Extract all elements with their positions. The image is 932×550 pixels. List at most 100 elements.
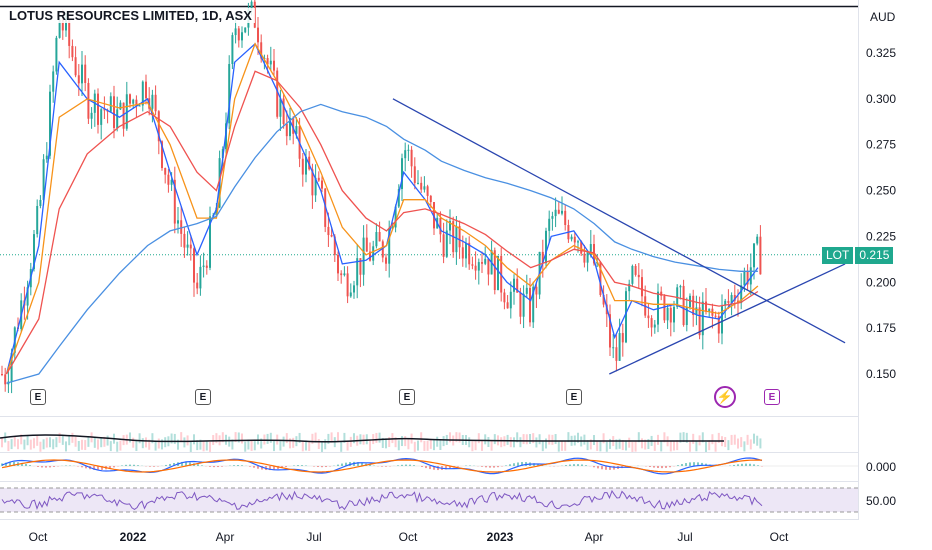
earnings-event-icon[interactable]: E <box>764 389 780 405</box>
macd-histogram-bar <box>257 466 259 469</box>
moving-average-line <box>5 42 759 375</box>
candle-body <box>442 234 445 257</box>
candle-body <box>154 94 157 112</box>
earnings-event-icon[interactable]: E <box>195 389 211 405</box>
candle-body <box>650 318 653 328</box>
volume-bar <box>493 434 496 445</box>
lightning-icon[interactable]: ⚡ <box>714 386 736 408</box>
macd-histogram-bar <box>401 464 403 466</box>
candle-body <box>170 179 173 185</box>
volume-bar <box>145 437 147 448</box>
macd-histogram-bar <box>209 466 211 467</box>
volume-bar <box>545 438 547 449</box>
macd-histogram-bar <box>273 466 275 470</box>
macd-histogram-bar <box>361 462 363 466</box>
volume-bar <box>724 437 727 448</box>
volume-bar <box>97 439 99 450</box>
volume-bar <box>717 432 720 443</box>
candle-body <box>68 17 71 46</box>
volume-bar <box>471 441 474 452</box>
macd-histogram-bar <box>733 464 735 466</box>
candle-body <box>378 232 381 242</box>
volume-bar <box>33 438 35 449</box>
volume-bar <box>733 434 736 445</box>
macd-histogram-bar <box>689 462 691 466</box>
volume-bar <box>61 434 64 445</box>
candle-body <box>36 205 39 235</box>
price-tick-label: 0.275 <box>866 138 896 152</box>
time-tick-label: Apr <box>216 530 235 544</box>
volume-bar <box>308 440 311 451</box>
candle-body <box>465 242 467 259</box>
candle-body <box>346 273 349 297</box>
volume-bar <box>506 434 509 445</box>
candle-body <box>349 292 352 297</box>
macd-histogram-bar <box>569 464 571 466</box>
earnings-event-icon[interactable]: E <box>566 389 582 405</box>
macd-histogram-bar <box>341 463 343 466</box>
price-tick-label: 0.150 <box>866 367 896 381</box>
volume-bar <box>100 437 103 448</box>
volume-bar <box>397 440 400 451</box>
candle-body <box>4 374 7 385</box>
macd-histogram-bar <box>313 466 315 467</box>
candle-body <box>557 209 560 214</box>
candle-body <box>673 306 675 323</box>
moving-average-line <box>6 103 758 384</box>
volume-bar <box>676 440 679 451</box>
volume-bar <box>228 436 231 447</box>
volume-bar <box>589 439 592 450</box>
candle-body <box>65 17 67 31</box>
macd-histogram-bar <box>737 464 739 466</box>
macd-histogram-bar <box>421 466 423 467</box>
volume-bar <box>148 439 151 450</box>
macd-histogram-bar <box>85 466 87 469</box>
macd-histogram-bar <box>657 466 659 469</box>
volume-bar <box>317 439 320 450</box>
volume-bar <box>109 441 112 452</box>
macd-histogram-bar <box>21 462 23 466</box>
candle-body <box>231 35 234 65</box>
candle-body <box>26 287 29 306</box>
macd-histogram-bar <box>661 466 663 469</box>
earnings-event-icon[interactable]: E <box>399 389 415 405</box>
volume-bar <box>17 439 19 450</box>
macd-histogram-bar <box>169 463 171 466</box>
volume-bar <box>55 437 58 448</box>
candle-body <box>407 149 410 151</box>
volume-bar <box>212 435 215 446</box>
macd-histogram-bar <box>693 462 695 466</box>
candle-body <box>551 216 554 219</box>
volume-bar <box>663 432 666 443</box>
candle-body <box>525 287 528 294</box>
candle-body <box>573 236 576 243</box>
macd-histogram-bar <box>249 466 251 467</box>
currency-label[interactable]: AUD <box>870 10 896 24</box>
earnings-event-icon[interactable]: E <box>30 389 46 405</box>
volume-bar <box>564 440 567 451</box>
candle-body <box>100 109 103 125</box>
macd-histogram-bar <box>669 466 671 468</box>
volume-bar <box>525 434 528 445</box>
candle-body <box>439 217 442 235</box>
volume-bar <box>154 440 157 451</box>
candle-body <box>327 226 330 236</box>
candle-body <box>625 291 627 343</box>
volume-bar <box>685 432 688 443</box>
volume-bar <box>13 436 16 447</box>
candle-body <box>497 255 499 291</box>
candle-body <box>199 266 202 289</box>
macd-histogram-bar <box>749 463 751 466</box>
macd-histogram-bar <box>581 464 583 466</box>
macd-histogram-bar <box>681 464 683 466</box>
volume-bar <box>509 437 512 448</box>
candle-body <box>58 19 61 38</box>
macd-histogram-bar <box>237 465 239 466</box>
candle-body <box>445 230 448 257</box>
candle-body <box>653 324 656 328</box>
volume-bar <box>689 441 691 452</box>
candle-body <box>733 295 736 301</box>
volume-bar <box>189 441 192 452</box>
volume-bar <box>647 439 650 450</box>
